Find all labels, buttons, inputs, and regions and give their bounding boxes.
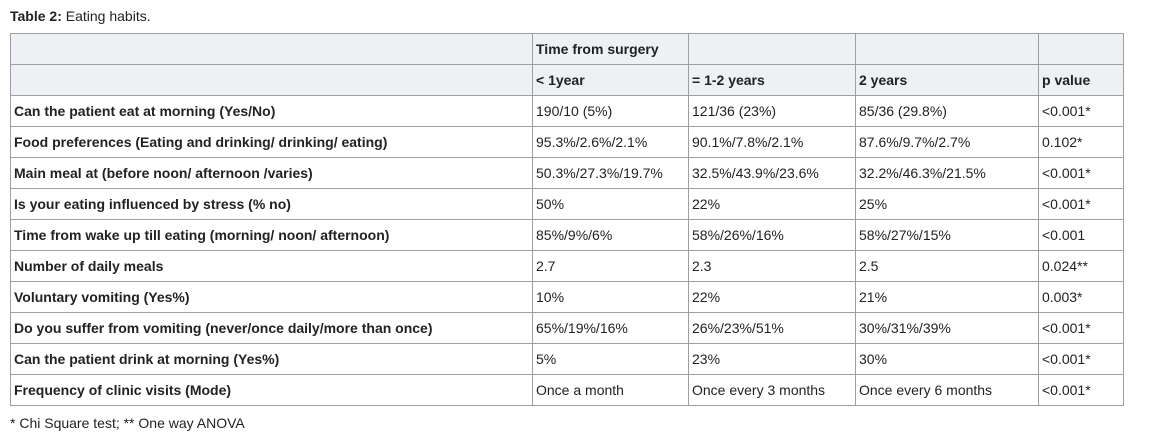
table-cell: 58%/26%/16% — [688, 219, 856, 251]
table-cell: 30% — [855, 343, 1039, 375]
table-cell: 0.102* — [1038, 126, 1124, 158]
table-cell: <0.001* — [1038, 312, 1124, 344]
header-blank-cell — [1038, 33, 1124, 65]
table-row: Voluntary vomiting (Yes%) 10% 22% 21% 0.… — [10, 281, 1124, 313]
table-cell: 30%/31%/39% — [855, 312, 1039, 344]
row-label: Time from wake up till eating (morning/ … — [10, 219, 533, 251]
table-cell: <0.001* — [1038, 157, 1124, 189]
table-cell: 0.003* — [1038, 281, 1124, 313]
row-label: Voluntary vomiting (Yes%) — [10, 281, 533, 313]
table-cell: <0.001* — [1038, 95, 1124, 127]
table-cell: <0.001* — [1038, 343, 1124, 375]
table-cell: 90.1%/7.8%/2.1% — [688, 126, 856, 158]
row-label: Can the patient drink at morning (Yes%) — [10, 343, 533, 375]
row-label: Do you suffer from vomiting (never/once … — [10, 312, 533, 344]
table-cell: <0.001* — [1038, 374, 1124, 406]
table-cell: 50% — [532, 188, 689, 220]
table-row: Main meal at (before noon/ afternoon /va… — [10, 157, 1124, 189]
table-caption: Table 2: Eating habits. — [10, 6, 1153, 26]
row-label: Food preferences (Eating and drinking/ d… — [10, 126, 533, 158]
table-cell: 58%/27%/15% — [855, 219, 1039, 251]
table-cell: 5% — [532, 343, 689, 375]
column-header-p-value: p value — [1038, 64, 1124, 96]
table-cell: <0.001* — [1038, 188, 1124, 220]
table-cell: 85/36 (29.8%) — [855, 95, 1039, 127]
table-cell: 50.3%/27.3%/19.7% — [532, 157, 689, 189]
table-cell: 23% — [688, 343, 856, 375]
table-cell: 10% — [532, 281, 689, 313]
table-cell: 2.7 — [532, 250, 689, 282]
header-blank-cell — [10, 64, 533, 96]
table-cell: 32.5%/43.9%/23.6% — [688, 157, 856, 189]
eating-habits-table: Time from surgery < 1year = 1-2 years 2 … — [10, 33, 1124, 406]
table-row: Food preferences (Eating and drinking/ d… — [10, 126, 1124, 158]
table-cell: Once every 6 months — [855, 374, 1039, 406]
caption-title: Eating habits. — [65, 8, 151, 24]
column-header-2-years: 2 years — [855, 64, 1039, 96]
header-row-columns: < 1year = 1-2 years 2 years p value — [10, 64, 1124, 96]
header-blank-cell — [10, 33, 533, 65]
table-cell: 22% — [688, 188, 856, 220]
header-group-label: Time from surgery — [532, 33, 689, 65]
table-row: Can the patient eat at morning (Yes/No) … — [10, 95, 1124, 127]
table-cell: 190/10 (5%) — [532, 95, 689, 127]
table-cell: 95.3%/2.6%/2.1% — [532, 126, 689, 158]
table-cell: 2.3 — [688, 250, 856, 282]
table-cell: Once every 3 months — [688, 374, 856, 406]
header-blank-cell — [688, 33, 856, 65]
table-row: Time from wake up till eating (morning/ … — [10, 219, 1124, 251]
table-cell: <0.001 — [1038, 219, 1124, 251]
table-cell: 65%/19%/16% — [532, 312, 689, 344]
row-label: Is your eating influenced by stress (% n… — [10, 188, 533, 220]
table-cell: 85%/9%/6% — [532, 219, 689, 251]
row-label: Main meal at (before noon/ afternoon /va… — [10, 157, 533, 189]
row-label: Can the patient eat at morning (Yes/No) — [10, 95, 533, 127]
header-row-group: Time from surgery — [10, 33, 1124, 65]
table-cell: 0.024** — [1038, 250, 1124, 282]
table-cell: 26%/23%/51% — [688, 312, 856, 344]
caption-label: Table 2: — [10, 8, 62, 24]
table-cell: 32.2%/46.3%/21.5% — [855, 157, 1039, 189]
table-cell: 22% — [688, 281, 856, 313]
row-label: Frequency of clinic visits (Mode) — [10, 374, 533, 406]
table-row: Frequency of clinic visits (Mode) Once a… — [10, 374, 1124, 406]
table-cell: 25% — [855, 188, 1039, 220]
table-footnote: * Chi Square test; ** One way ANOVA — [10, 415, 245, 431]
table-cell: 2.5 — [855, 250, 1039, 282]
column-header-1-2-years: = 1-2 years — [688, 64, 856, 96]
table-row: Is your eating influenced by stress (% n… — [10, 188, 1124, 220]
table-cell: Once a month — [532, 374, 689, 406]
table-row: Do you suffer from vomiting (never/once … — [10, 312, 1124, 344]
column-header-lt-1year: < 1year — [532, 64, 689, 96]
table-cell: 21% — [855, 281, 1039, 313]
table-cell: 121/36 (23%) — [688, 95, 856, 127]
row-label: Number of daily meals — [10, 250, 533, 282]
table-row: Number of daily meals 2.7 2.3 2.5 0.024*… — [10, 250, 1124, 282]
table-cell: 87.6%/9.7%/2.7% — [855, 126, 1039, 158]
header-blank-cell — [855, 33, 1039, 65]
table-row: Can the patient drink at morning (Yes%) … — [10, 343, 1124, 375]
